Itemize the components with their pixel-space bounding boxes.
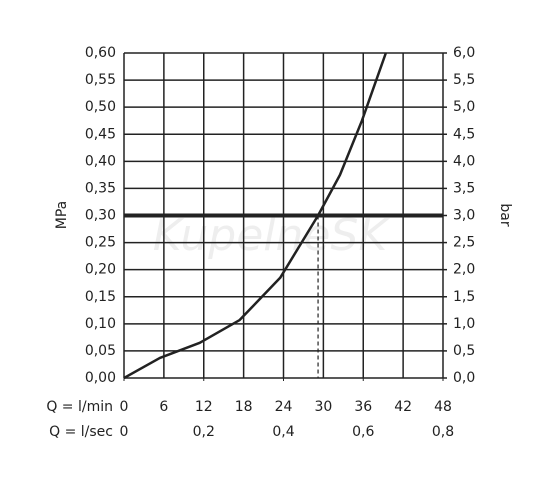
curve [123,52,388,380]
y2-tick-label: 4,5 [453,126,475,142]
x2-tick-label: 0,8 [432,424,454,440]
x2-tick-label: 0,2 [193,424,215,440]
y-tick-label: 0,30 [85,208,116,224]
y2-tick-label: 0,5 [453,343,475,359]
y-tick-label: 0,55 [85,72,116,88]
x-tick-label: 18 [235,399,253,415]
y2-tick-label: 2,0 [453,262,475,278]
x2-axis-label: Q = l/sec [49,424,113,440]
x2-tick-label: 0 [120,424,129,440]
y2-tick-label: 2,5 [453,235,475,251]
x2-tick-label: 0,6 [352,424,374,440]
y-tick-label: 0,35 [85,180,116,196]
y2-tick-label: 3,5 [453,180,475,196]
y-tick-label: 0,20 [85,262,116,278]
x-tick-label: 12 [195,399,213,415]
x-tick-label: 42 [394,399,412,415]
y-tick-label: 0,25 [85,235,116,251]
x-tick-label: 30 [314,399,332,415]
y-tick-label: 0,40 [85,153,116,169]
y-tick-label: 0,10 [85,316,116,332]
y-tick-label: 0,15 [85,289,116,305]
y-tick-label: 0,05 [85,343,116,359]
watermark: KupelneSK [153,210,391,261]
x-axis-label: Q = l/min [46,399,113,415]
x-tick-label: 48 [434,399,452,415]
x-tick-label: 36 [354,399,372,415]
y2-tick-label: 5,0 [453,99,475,115]
y-tick-label: 0,45 [85,126,116,142]
y2-tick-label: 1,5 [453,289,475,305]
y2-tick-label: 1,0 [453,316,475,332]
y-tick-label: 0,50 [85,99,116,115]
y2-tick-label: 6,0 [453,45,475,61]
y2-tick-label: 5,5 [453,72,475,88]
x-tick-label: 6 [159,399,168,415]
y2-axis-label: bar [497,203,513,226]
y-tick-label: 0,60 [85,45,116,61]
x-tick-label: 0 [120,399,129,415]
y2-tick-label: 4,0 [453,153,475,169]
x-tick-label: 24 [275,399,293,415]
y-tick-label: 0,00 [85,370,116,386]
y2-tick-label: 0,0 [453,370,475,386]
y-axis-label: MPa [54,201,70,229]
x2-tick-label: 0,4 [272,424,294,440]
y2-tick-label: 3,0 [453,208,475,224]
